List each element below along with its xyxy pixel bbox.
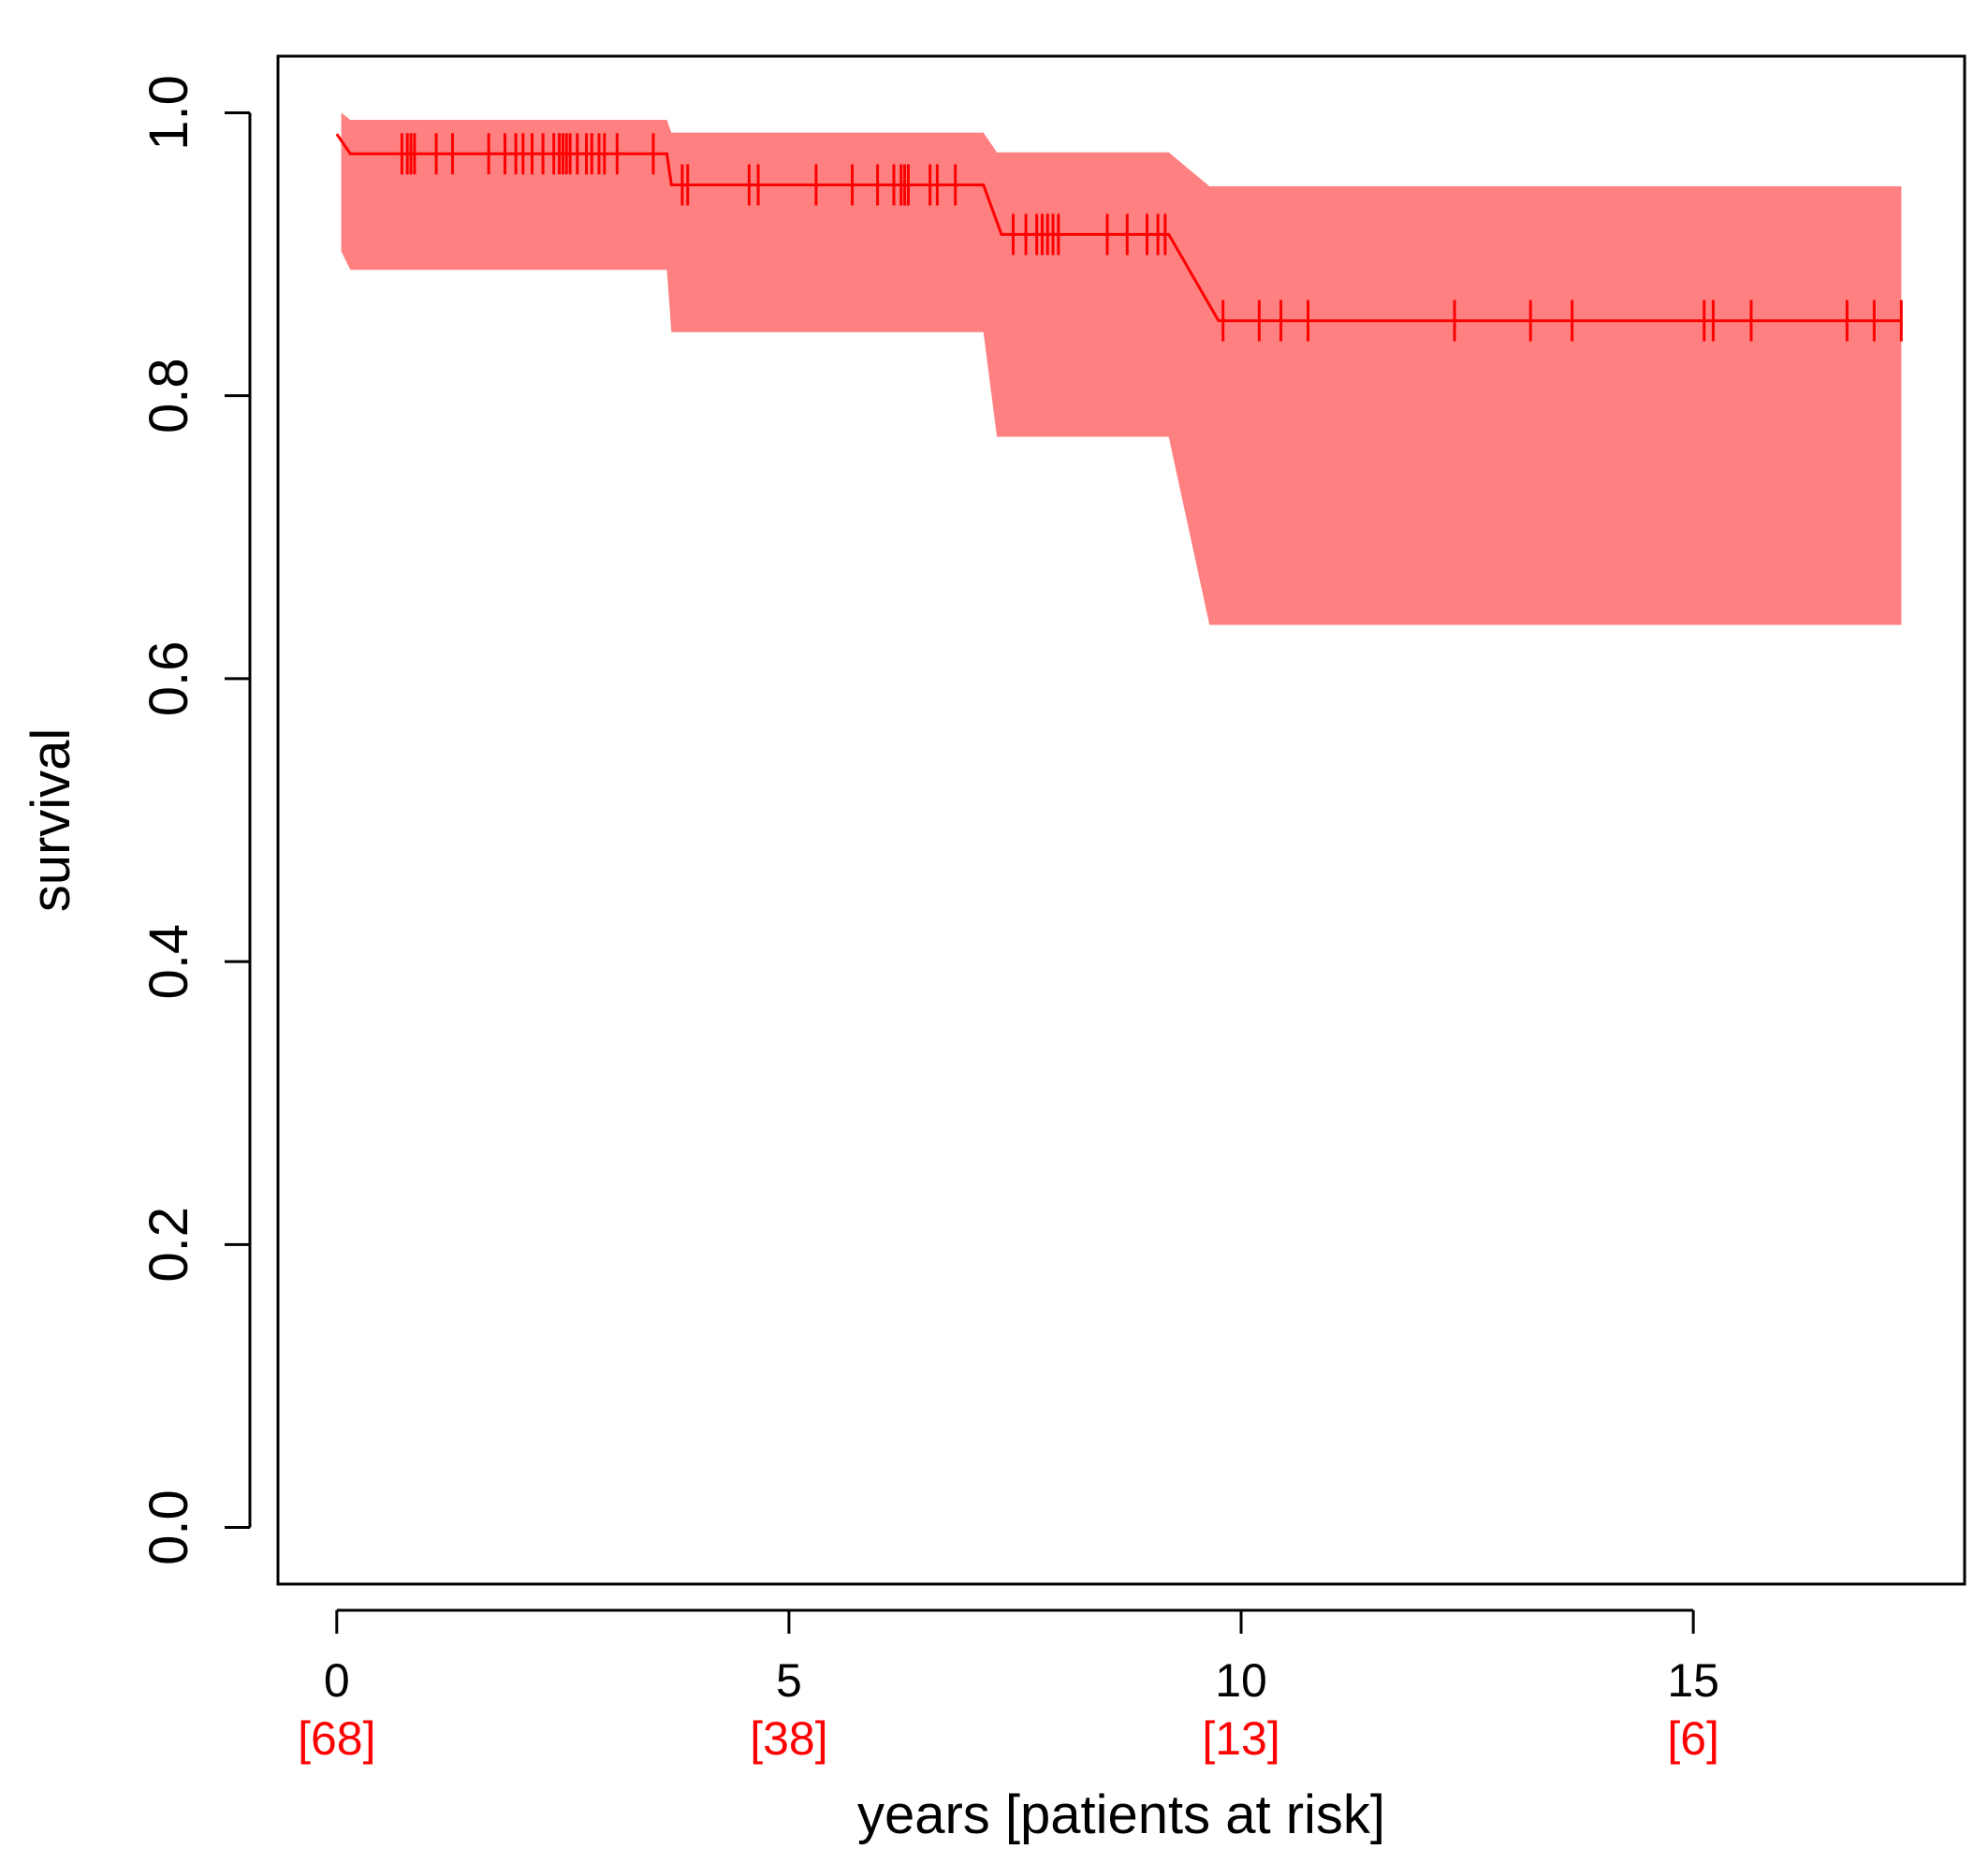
y-axis-label: survival	[21, 728, 81, 913]
x-tick-label: 5	[776, 1654, 802, 1707]
plot-frame	[276, 54, 1966, 1586]
y-tick-label: 1.0	[139, 75, 199, 151]
x-tick-label: 15	[1667, 1654, 1719, 1707]
x-tick-label: 10	[1215, 1654, 1267, 1707]
x-tick-label: 0	[324, 1654, 350, 1707]
x-axis: 0[68] 5[38] 10[13] 15[6]	[298, 1608, 1719, 1765]
y-tick-label: 0.4	[139, 924, 199, 1000]
y-tick-label: 0.0	[139, 1490, 199, 1565]
risk-count-label: [13]	[1202, 1712, 1279, 1765]
survival-curve	[335, 133, 1902, 323]
risk-count-label: [38]	[750, 1712, 827, 1765]
y-tick-label: 0.6	[139, 641, 199, 717]
confidence-band	[341, 112, 1902, 625]
x-axis-label: years [patients at risk]	[857, 1784, 1385, 1845]
risk-count-label: [68]	[298, 1712, 375, 1765]
y-tick-label: 0.2	[139, 1207, 199, 1283]
y-tick-label: 0.8	[139, 358, 199, 433]
risk-count-label: [6]	[1667, 1712, 1719, 1765]
y-axis: 0.0 0.2 0.4 0.6 0.8 1.0	[139, 75, 252, 1565]
censor-marks	[400, 133, 1903, 342]
plot-area	[335, 112, 1903, 625]
